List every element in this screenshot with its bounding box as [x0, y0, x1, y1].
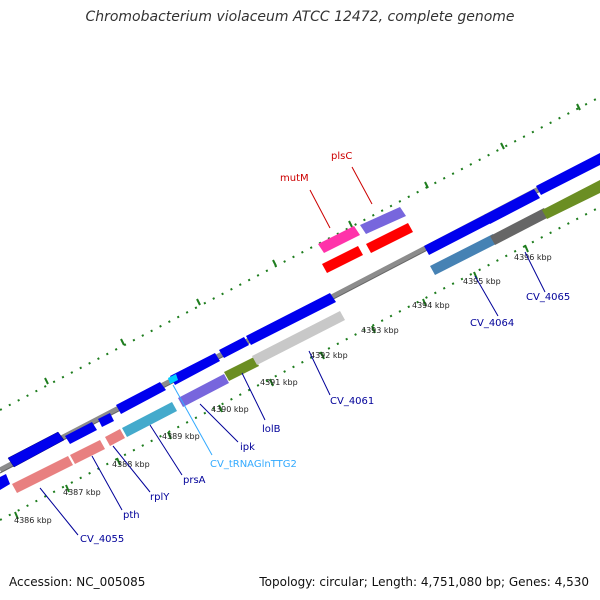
accession-info: Accession: NC_005085: [9, 575, 146, 589]
gene-arrow[interactable]: [424, 214, 491, 255]
gene-arrow[interactable]: [246, 293, 336, 345]
ruler-label: 4391 kbp: [260, 378, 298, 387]
gene-arrow[interactable]: [430, 234, 498, 275]
gene-label[interactable]: CV_4064: [470, 318, 514, 329]
gene-label[interactable]: mutM: [280, 173, 309, 184]
forward-strand-genes[interactable]: [0, 153, 600, 490]
ruler-label: 4390 kbp: [211, 405, 249, 414]
ruler-label: 4396 kbp: [514, 253, 552, 262]
gene-arrow[interactable]: [98, 413, 114, 427]
inner-major-ticks: [14, 244, 529, 520]
ruler-label: 4393 kbp: [361, 326, 399, 335]
gene-arrow[interactable]: [224, 357, 259, 381]
ruler-label: 4394 kbp: [412, 301, 450, 310]
gene-arrow[interactable]: [70, 440, 105, 464]
gene-arrow[interactable]: [322, 246, 363, 273]
gene-label[interactable]: CV_4055: [80, 534, 124, 545]
gene-arrow[interactable]: [219, 337, 249, 358]
gene-arrow[interactable]: [484, 189, 540, 224]
gene-arrow[interactable]: [7, 431, 65, 468]
gene-arrow[interactable]: [65, 422, 97, 444]
gene-label[interactable]: rplY: [150, 492, 170, 503]
ruler-label: 4395 kbp: [463, 277, 501, 286]
gene-label[interactable]: lolB: [262, 424, 281, 435]
gene-arrow[interactable]: [536, 153, 600, 195]
gene-label[interactable]: CV_tRNAGlnTTG2: [210, 459, 297, 470]
gene-arrow[interactable]: [170, 353, 220, 385]
gene-arrow-plsC[interactable]: [360, 207, 406, 234]
gene-arrow[interactable]: [0, 474, 10, 490]
ruler-label: 4387 kbp: [63, 488, 101, 497]
gene-arrow[interactable]: [366, 223, 413, 253]
ruler-label: 4388 kbp: [112, 460, 150, 469]
gene-arrow[interactable]: [12, 456, 73, 493]
gene-arrow[interactable]: [116, 382, 166, 414]
gene-label[interactable]: ipk: [240, 442, 255, 453]
gene-arrow[interactable]: [168, 374, 178, 384]
gene-label[interactable]: CV_4065: [526, 292, 570, 303]
gene-label[interactable]: prsA: [183, 475, 206, 486]
gene-label[interactable]: CV_4061: [330, 396, 374, 407]
outer-major-ticks: [44, 103, 581, 385]
gene-arrow[interactable]: [178, 374, 229, 407]
outer-tick-ruler: [0, 96, 600, 411]
ruler-label: 4386 kbp: [14, 516, 52, 525]
gene-arrow[interactable]: [490, 208, 549, 245]
gene-arrow[interactable]: [542, 180, 600, 219]
gene-arrow[interactable]: [122, 402, 177, 437]
gene-arrow-mutM[interactable]: [318, 226, 360, 253]
gene-arrow[interactable]: [105, 429, 125, 446]
ruler-label: 4389 kbp: [162, 432, 200, 441]
label-leaders: [39, 166, 546, 536]
map-title: Chromobacterium violaceum ATCC 12472, co…: [85, 9, 515, 25]
ruler-label: 4392 kbp: [310, 351, 348, 360]
genome-summary: Topology: circular; Length: 4,751,080 bp…: [259, 575, 589, 589]
gene-label[interactable]: plsC: [331, 151, 352, 162]
reverse-strand-genes[interactable]: [12, 180, 600, 493]
gene-arrow[interactable]: [252, 311, 345, 365]
ruler-labels: 4386 kbp 4387 kbp 4388 kbp 4389 kbp 4390…: [14, 253, 552, 525]
gene-labels[interactable]: CV_4055 pth rplY prsA CV_tRNAGlnTTG2 ipk…: [80, 151, 570, 545]
gene-label[interactable]: pth: [123, 510, 140, 521]
